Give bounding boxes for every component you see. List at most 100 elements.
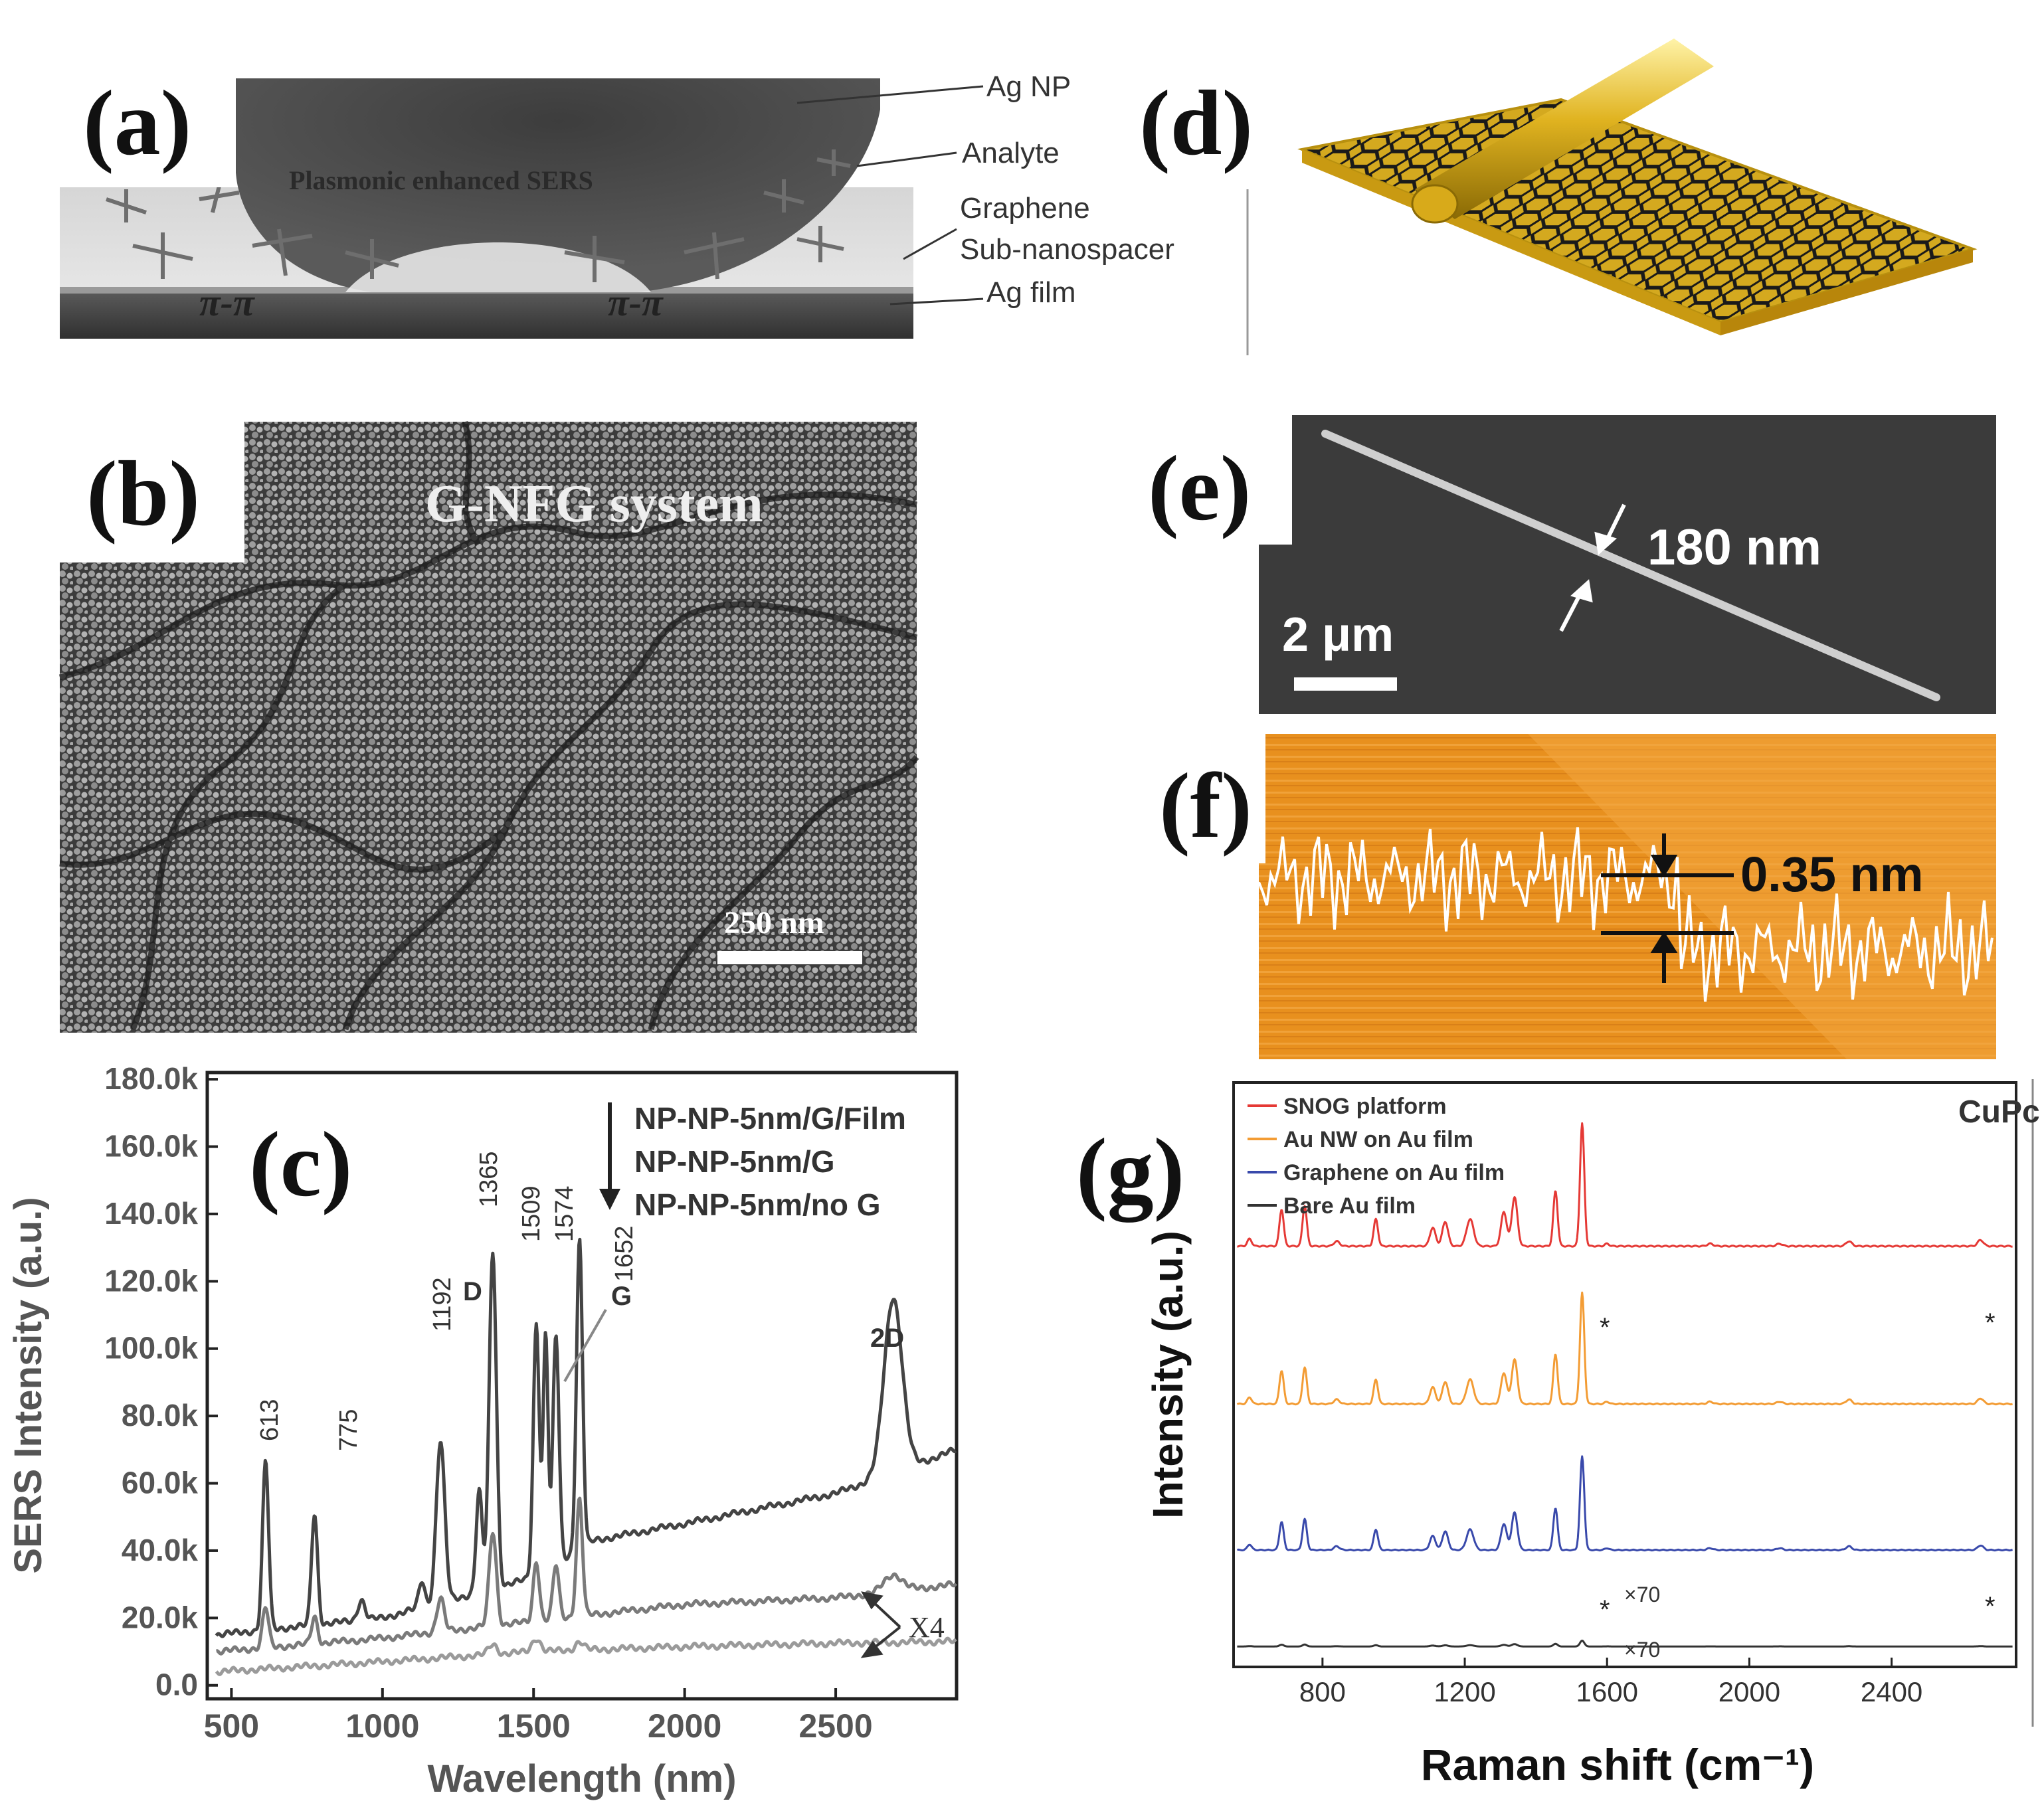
legend-c-entry-2: NP-NP-5nm/G bbox=[634, 1144, 835, 1179]
y-tick-label-c: 160.0k bbox=[104, 1129, 198, 1164]
legend-c: NP-NP-5nm/G/Film NP-NP-5nm/G NP-NP-5nm/n… bbox=[599, 1101, 906, 1222]
panel-e-letter: (e) bbox=[1148, 437, 1251, 540]
y-tick-label-c: 100.0k bbox=[104, 1331, 198, 1365]
peak-label-1365: 1365 bbox=[475, 1151, 503, 1207]
step-height-markers bbox=[1601, 833, 1734, 983]
analyte-molecules bbox=[106, 149, 851, 282]
plasmonic-label: Plasmonic enhanced SERS bbox=[289, 165, 593, 195]
panel-a-leaders bbox=[796, 85, 984, 305]
series-line-g-1 bbox=[1236, 1122, 2013, 1248]
x-tick-label-c: 2500 bbox=[798, 1707, 872, 1745]
panel-d-letter: (d) bbox=[1139, 72, 1253, 175]
panel-d: (d) bbox=[1139, 39, 1978, 355]
ag-film-layer bbox=[60, 292, 913, 339]
panel-b: (b) G-NFG system 250 nm bbox=[58, 415, 919, 1033]
series-line-c-2 bbox=[215, 1496, 958, 1656]
panel-a: (a) Plasmonic enhanced SERS π-π π-π Ag N… bbox=[60, 70, 1174, 339]
legend-c-entry-3: NP-NP-5nm/no G bbox=[634, 1187, 881, 1222]
x-tick-label-c: 1000 bbox=[345, 1707, 419, 1745]
pi-pi-label-right: π-π bbox=[608, 281, 664, 324]
height-profile bbox=[1257, 827, 1994, 1002]
y-axis-label-c: SERS Intensity (a.u.) bbox=[7, 1197, 50, 1573]
legend-c-entry-1: NP-NP-5nm/G/Film bbox=[634, 1101, 906, 1136]
y-tick-label-c: 80.0k bbox=[122, 1398, 199, 1432]
panel-f: (f) 0.35 nm bbox=[1159, 731, 1996, 1059]
x-axis-label-c: Wavelength (nm) bbox=[427, 1757, 736, 1800]
series-line-g-3 bbox=[1236, 1455, 2013, 1552]
multiplier-arrows-c bbox=[860, 1591, 901, 1658]
peak-label-1652: 1652 bbox=[610, 1225, 638, 1282]
star-graphene-2: * bbox=[1985, 1592, 1996, 1621]
x-axis-label-g: Raman shift (cm⁻¹) bbox=[1421, 1740, 1814, 1789]
peak-label-613: 613 bbox=[256, 1399, 284, 1441]
label-ag-film: Ag film bbox=[986, 276, 1075, 309]
plot-frame-c bbox=[205, 1071, 959, 1701]
x-tick-label-g: 800 bbox=[1299, 1676, 1346, 1707]
peak-label-775: 775 bbox=[335, 1409, 363, 1451]
plot-frame-g bbox=[1232, 1081, 2017, 1668]
band-label-d: D bbox=[463, 1277, 482, 1306]
legend-g-entry: Graphene on Au film bbox=[1283, 1160, 1505, 1185]
series-line-g-2 bbox=[1236, 1291, 2013, 1406]
panel-f-letter: (f) bbox=[1159, 754, 1252, 857]
series-line-c-3 bbox=[215, 1636, 957, 1676]
legend-g-entry: SNOG platform bbox=[1283, 1094, 1447, 1119]
label-sub-nanospacer: Sub-nanospacer bbox=[960, 233, 1174, 266]
afm-terrace bbox=[1528, 734, 1996, 1059]
multiplier-label-bare: ×70 bbox=[1624, 1638, 1660, 1662]
panel-e-letter-bg bbox=[1246, 412, 1292, 545]
panel-c-chart: 0.0 20.0k 40.0k 60.0k 80.0k 100.0k 120.0k 140.0… bbox=[7, 1061, 959, 1800]
label-graphene: Graphene bbox=[960, 192, 1090, 224]
grain-boundaries bbox=[58, 420, 919, 1031]
x-axis-ticks-g: 800 1200 1600 2000 2400 bbox=[1299, 1658, 1922, 1707]
panel-b-letter-bg bbox=[60, 415, 244, 562]
panel-a-letter-bg bbox=[60, 73, 236, 187]
band-label-g: G bbox=[611, 1282, 632, 1311]
ag-nanoparticle bbox=[236, 78, 880, 292]
series-line-g-4 bbox=[1236, 1639, 2013, 1648]
panel-e: (e) 180 nm 2 μm bbox=[1148, 412, 1996, 714]
scale-bar-e-label: 2 μm bbox=[1282, 608, 1394, 661]
x-tick-label-g: 2400 bbox=[1861, 1676, 1922, 1707]
star-graphene-1: * bbox=[1600, 1595, 1610, 1624]
width-arrows bbox=[1559, 503, 1626, 632]
width-label: 180 nm bbox=[1647, 519, 1821, 576]
panel-f-letter-bg bbox=[1246, 731, 1265, 863]
x-tick-label-c: 2000 bbox=[648, 1707, 721, 1745]
series-group-c bbox=[215, 1237, 958, 1676]
scale-bar-b bbox=[717, 951, 862, 964]
panel-b-letter: (b) bbox=[86, 442, 200, 545]
x-tick-label-c: 1500 bbox=[497, 1707, 571, 1745]
series-line-c-1 bbox=[215, 1237, 957, 1638]
peak-label-1509: 1509 bbox=[517, 1185, 545, 1242]
gold-nanowire bbox=[1411, 39, 1714, 224]
panel-b-title: G-NFG system bbox=[425, 475, 763, 533]
panel-c-letter: (c) bbox=[249, 1113, 352, 1216]
y-tick-label-c: 20.0k bbox=[122, 1600, 199, 1634]
x-tick-label-g: 2000 bbox=[1719, 1676, 1780, 1707]
y-axis-label-g: Intensity (a.u.) bbox=[1144, 1231, 1192, 1519]
y-tick-label-c: 0.0 bbox=[155, 1668, 198, 1702]
label-ag-np: Ag NP bbox=[986, 70, 1071, 103]
y-tick-label-c: 120.0k bbox=[104, 1263, 198, 1298]
corner-label-cupc: CuPc bbox=[1958, 1094, 2040, 1130]
star-snog-1: * bbox=[1600, 1313, 1610, 1342]
y-tick-label-c: 140.0k bbox=[104, 1196, 198, 1231]
panel-g-letter: (g) bbox=[1076, 1120, 1184, 1223]
y-tick-label-c: 180.0k bbox=[104, 1061, 198, 1096]
series-group-g bbox=[1236, 1122, 2013, 1648]
panel-a-letter: (a) bbox=[83, 72, 191, 175]
scale-bar-b-label: 250 nm bbox=[724, 905, 824, 940]
x-tick-label-g: 1600 bbox=[1576, 1676, 1638, 1707]
band-g-pointer bbox=[563, 1309, 607, 1382]
label-analyte: Analyte bbox=[962, 137, 1060, 169]
peak-label-1574: 1574 bbox=[551, 1185, 579, 1242]
step-height-label: 0.35 nm bbox=[1740, 847, 1924, 902]
legend-c-arrowhead bbox=[599, 1189, 620, 1210]
substrate-side-left bbox=[1302, 149, 1720, 335]
peak-labels-c: 613 775 1192 1365 1509 1574 1652 bbox=[256, 1151, 638, 1451]
y-tick-label-c: 60.0k bbox=[122, 1466, 199, 1500]
y-tick-label-c: 40.0k bbox=[122, 1533, 199, 1567]
legend-g-entry: Bare Au film bbox=[1283, 1193, 1416, 1219]
